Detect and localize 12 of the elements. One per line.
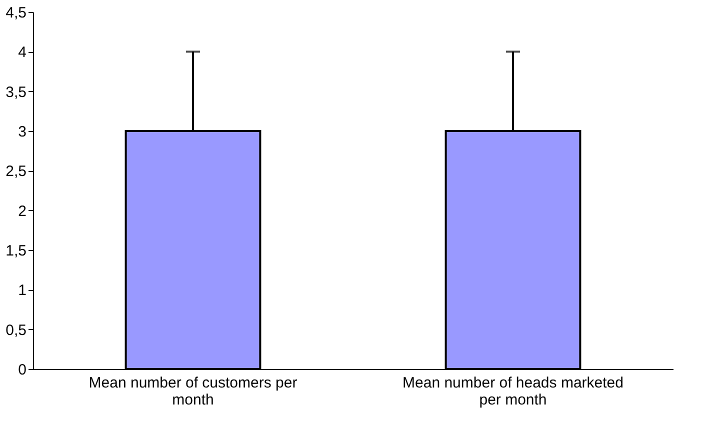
y-tick-label: 2 bbox=[18, 202, 26, 220]
x-tick-label: Mean number of heads marketed per month bbox=[402, 374, 624, 408]
x-tick-label: Mean number of customers per month bbox=[88, 374, 298, 408]
y-tick-label: 3 bbox=[18, 124, 26, 140]
y-tick-label: 1 bbox=[18, 282, 26, 300]
y-tick-label: 1,5 bbox=[6, 242, 26, 260]
y-tick-label: 4,5 bbox=[6, 4, 26, 22]
y-tick-label: 0,5 bbox=[6, 322, 26, 339]
y-tick-label: 4 bbox=[18, 44, 26, 62]
y-tick-label: 0 bbox=[18, 362, 26, 378]
y-tick-label: 2,5 bbox=[6, 163, 26, 180]
y-tick-label: 3,5 bbox=[6, 84, 26, 101]
